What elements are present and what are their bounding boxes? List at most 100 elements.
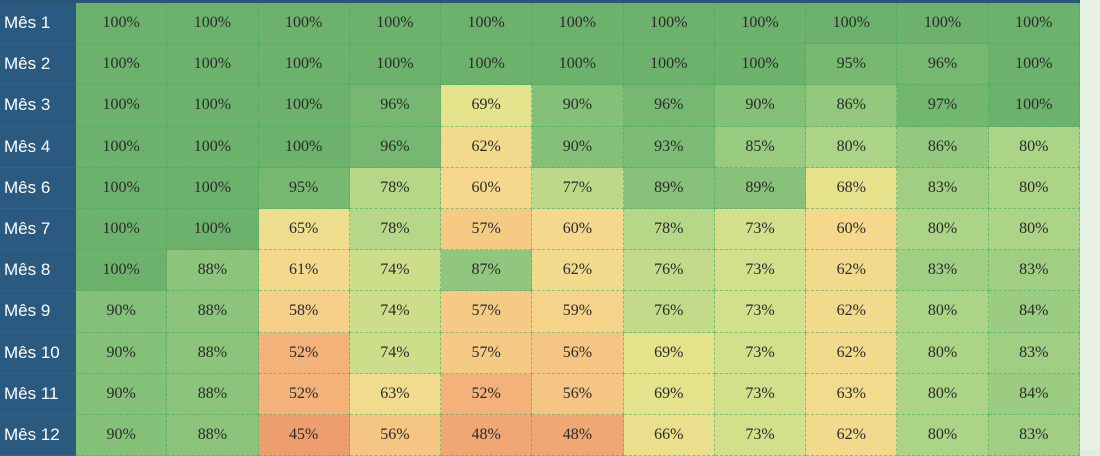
- heat-cell: 100%: [806, 3, 898, 45]
- heat-cell: 84%: [988, 291, 1080, 333]
- heat-cell: 80%: [897, 373, 989, 415]
- heat-cell: 62%: [806, 332, 898, 374]
- heat-cell: 89%: [623, 167, 715, 209]
- row-label: Mês 10: [0, 332, 76, 374]
- heat-cell: 76%: [623, 250, 715, 292]
- heat-cell: 90%: [76, 373, 168, 415]
- heat-cell: 57%: [441, 332, 533, 374]
- table-row: Mês 7 100% 100% 65% 78% 57% 60% 78% 73% 60% 80% 80%: [0, 208, 1080, 251]
- heat-cell: 60%: [806, 208, 898, 251]
- heat-cell: 56%: [532, 373, 624, 415]
- table-row: Mês 9 90% 88% 58% 74% 57% 59% 76% 73% 62% 80% 84%: [0, 291, 1080, 333]
- table-row: Mês 12 90% 88% 45% 56% 48% 48% 66% 73% 62% 80% 83%: [0, 414, 1080, 456]
- heat-cell: 100%: [76, 208, 168, 251]
- heat-cell: 100%: [167, 85, 259, 127]
- heat-cell: 62%: [806, 291, 898, 333]
- heat-cell: 100%: [258, 126, 350, 168]
- heat-cell: 52%: [258, 373, 350, 415]
- heat-cell: 88%: [167, 414, 259, 456]
- heat-cell: 56%: [532, 332, 624, 374]
- row-label: Mês 4: [0, 126, 76, 168]
- heat-cell: 89%: [714, 167, 807, 209]
- table-row: Mês 3 100% 100% 100% 96% 69% 90% 96% 90% 86% 97% 10…: [0, 85, 1080, 127]
- row-label: Mês 9: [0, 291, 76, 333]
- table-row: Mês 6 100% 100% 95% 78% 60% 77% 89% 89% 68% 83% 80%: [0, 167, 1080, 209]
- heat-cell: 73%: [714, 414, 807, 456]
- heat-cell: 48%: [532, 414, 624, 456]
- heat-cell: 52%: [258, 332, 350, 374]
- heat-cell: 63%: [349, 373, 442, 415]
- heat-cell: 73%: [714, 291, 807, 333]
- heat-cell: 80%: [988, 208, 1080, 251]
- heat-cell: 74%: [349, 291, 442, 333]
- heat-cell: 100%: [988, 85, 1080, 127]
- heat-cell: 96%: [897, 44, 989, 86]
- heat-cell: 80%: [988, 126, 1080, 168]
- heat-cell: 73%: [714, 250, 807, 292]
- heat-cell: 59%: [532, 291, 624, 333]
- table-row: Mês 8 100% 88% 61% 74% 87% 62% 76% 73% 62% 83% 83%: [0, 250, 1080, 292]
- heat-cell: 80%: [988, 167, 1080, 209]
- heat-cell: 95%: [258, 167, 350, 209]
- heat-cell: 80%: [897, 414, 989, 456]
- heat-cell: 100%: [76, 167, 168, 209]
- heat-cell: 100%: [76, 126, 168, 168]
- heat-cell: 74%: [349, 332, 442, 374]
- heat-cell: 100%: [988, 3, 1080, 45]
- heat-cell: 62%: [806, 250, 898, 292]
- heat-cell: 100%: [532, 3, 624, 45]
- heat-cell: 83%: [988, 332, 1080, 374]
- heat-cell: 100%: [76, 44, 168, 86]
- heat-cell: 45%: [258, 414, 350, 456]
- row-label: Mês 1: [0, 3, 76, 45]
- table-row: Mês 1 100% 100% 100% 100% 100% 100% 100% 100% 100…: [0, 3, 1080, 45]
- heat-cell: 88%: [167, 291, 259, 333]
- heat-cell: 83%: [988, 250, 1080, 292]
- heat-cell: 100%: [349, 3, 442, 45]
- heat-cell: 83%: [988, 414, 1080, 456]
- heat-cell: 84%: [988, 373, 1080, 415]
- heat-cell: 97%: [897, 85, 989, 127]
- heat-cell: 88%: [167, 373, 259, 415]
- heat-cell: 60%: [532, 208, 624, 251]
- heat-cell: 100%: [258, 3, 350, 45]
- heat-cell: 62%: [441, 126, 533, 168]
- heat-cell: 88%: [167, 250, 259, 292]
- row-label: Mês 6: [0, 167, 76, 209]
- heat-cell: 62%: [806, 414, 898, 456]
- heat-cell: 69%: [441, 85, 533, 127]
- heat-cell: 68%: [806, 167, 898, 209]
- heat-cell: 100%: [623, 3, 715, 45]
- heat-cell: 100%: [532, 44, 624, 86]
- heat-cell: 90%: [532, 85, 624, 127]
- heat-cell: 100%: [349, 44, 442, 86]
- heat-cell: 100%: [988, 44, 1080, 86]
- row-label: Mês 8: [0, 250, 76, 292]
- heat-cell: 100%: [167, 167, 259, 209]
- heat-cell: 95%: [806, 44, 898, 86]
- heat-cell: 90%: [76, 291, 168, 333]
- heat-cell: 73%: [714, 332, 807, 374]
- heat-cell: 78%: [623, 208, 715, 251]
- heat-cell: 80%: [897, 208, 989, 251]
- heat-cell: 88%: [167, 332, 259, 374]
- heat-cell: 58%: [258, 291, 350, 333]
- heatmap-table: Mês 1 100% 100% 100% 100% 100% 100% 100% 100% 100…: [0, 3, 1080, 456]
- heat-cell: 78%: [349, 167, 442, 209]
- row-label: Mês 2: [0, 44, 76, 86]
- heat-cell: 90%: [532, 126, 624, 168]
- heat-cell: 69%: [623, 332, 715, 374]
- heat-cell: 96%: [623, 85, 715, 127]
- heat-cell: 100%: [623, 44, 715, 86]
- heat-cell: 100%: [258, 44, 350, 86]
- heat-cell: 86%: [897, 126, 989, 168]
- heat-cell: 80%: [897, 332, 989, 374]
- heat-cell: 76%: [623, 291, 715, 333]
- table-row: Mês 10 90% 88% 52% 74% 57% 56% 69% 73% 62% 80% 83%: [0, 332, 1080, 374]
- heat-cell: 90%: [714, 85, 807, 127]
- heat-cell: 100%: [76, 85, 168, 127]
- heat-cell: 96%: [349, 126, 442, 168]
- table-row: Mês 2 100% 100% 100% 100% 100% 100% 100% 100% 95%…: [0, 44, 1080, 86]
- heat-cell: 57%: [441, 208, 533, 251]
